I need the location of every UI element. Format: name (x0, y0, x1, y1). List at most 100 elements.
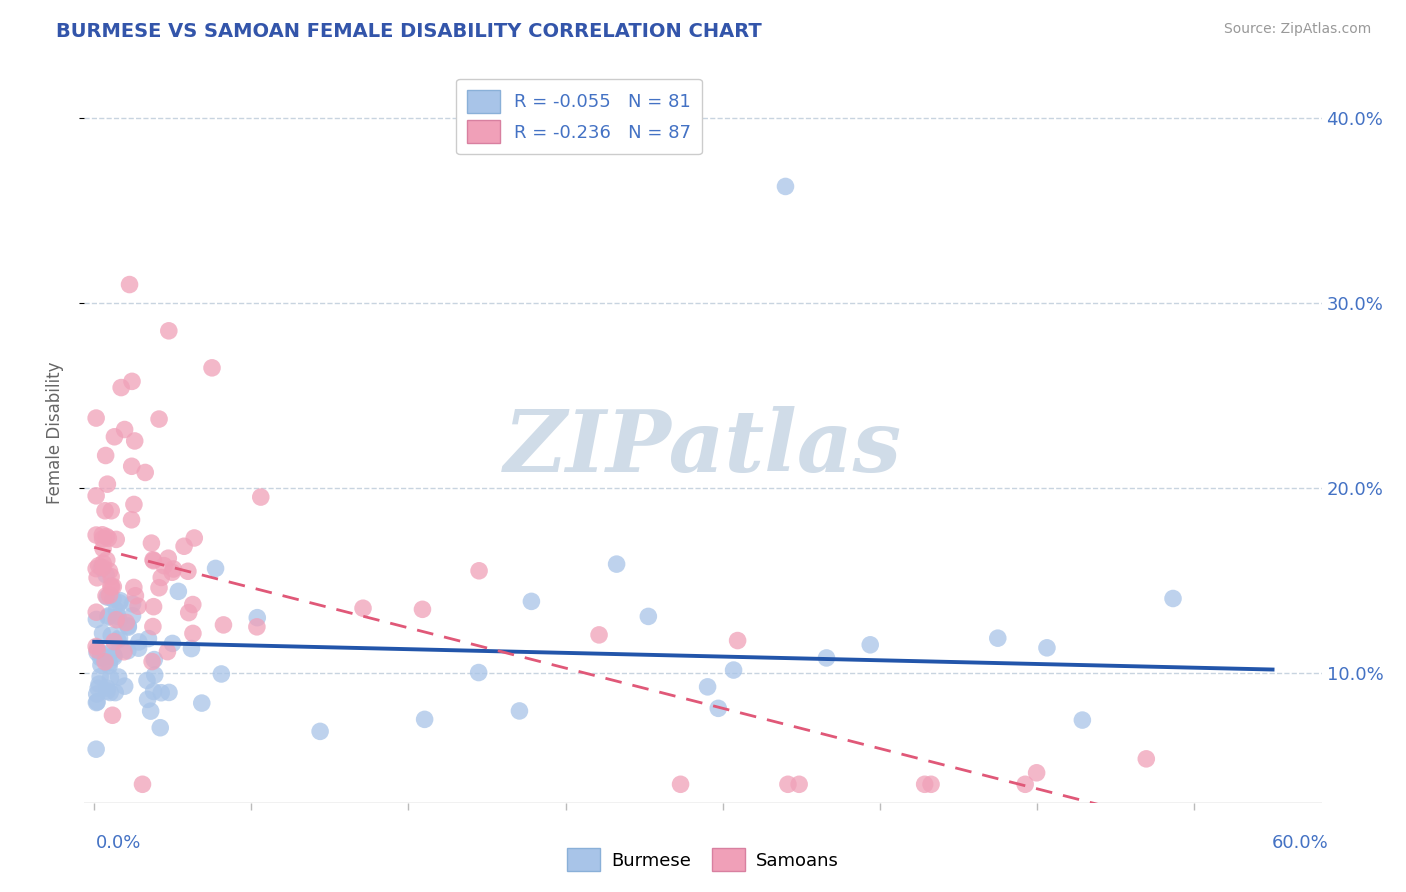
Text: BURMESE VS SAMOAN FEMALE DISABILITY CORRELATION CHART: BURMESE VS SAMOAN FEMALE DISABILITY CORR… (56, 22, 762, 41)
Legend: Burmese, Samoans: Burmese, Samoans (560, 841, 846, 879)
Point (121, 375, 143, 389)
Point (96, 684, 118, 698)
Point (112, 645, 135, 659)
Point (86, 612, 108, 626)
Point (142, 599, 165, 614)
Point (84, 561, 107, 575)
Point (96, 529, 118, 543)
Point (669, 777, 692, 791)
Point (103, 634, 125, 648)
Point (103, 650, 125, 665)
Point (94, 504, 117, 518)
Point (191, 696, 214, 710)
Point (110, 380, 132, 394)
Point (1025, 765, 1047, 780)
Point (156, 645, 179, 659)
Point (142, 684, 165, 698)
Point (177, 564, 200, 578)
Point (91, 650, 114, 665)
Point (98, 685, 121, 699)
Point (122, 581, 145, 595)
Point (142, 553, 165, 567)
Point (131, 777, 153, 791)
Point (100, 645, 122, 659)
Point (1071, 713, 1094, 727)
Point (114, 423, 136, 437)
Point (181, 626, 204, 640)
Point (201, 360, 224, 375)
Point (101, 708, 124, 723)
Point (173, 539, 195, 553)
Point (212, 618, 235, 632)
Legend: R = -0.055   N = 81, R = -0.236   N = 87: R = -0.055 N = 81, R = -0.236 N = 87 (457, 78, 702, 154)
Point (91, 560, 114, 574)
Point (141, 536, 163, 550)
Point (775, 179, 797, 194)
Point (1036, 640, 1059, 655)
Point (103, 430, 125, 444)
Point (98, 671, 121, 685)
Point (606, 557, 628, 571)
Point (84, 605, 107, 619)
Text: 60.0%: 60.0% (1272, 834, 1329, 852)
Point (246, 620, 269, 634)
Point (508, 704, 530, 718)
Point (118, 277, 141, 292)
Point (94, 449, 117, 463)
Point (121, 608, 143, 623)
Point (696, 680, 718, 694)
Point (86, 643, 108, 657)
Point (108, 593, 131, 607)
Point (104, 685, 127, 699)
Point (180, 641, 202, 656)
Point (138, 632, 160, 646)
Point (209, 667, 232, 681)
Point (87, 677, 110, 691)
Point (128, 641, 150, 656)
Point (94, 655, 117, 669)
Point (100, 569, 122, 583)
Point (162, 562, 184, 576)
Point (107, 633, 129, 648)
Point (91, 528, 114, 542)
Point (90, 561, 112, 575)
Point (124, 589, 146, 603)
Point (89, 650, 111, 665)
Point (96, 681, 118, 695)
Point (91, 556, 114, 570)
Point (101, 592, 124, 607)
Point (1014, 777, 1036, 791)
Point (249, 490, 271, 504)
Point (723, 663, 745, 677)
Point (153, 558, 176, 573)
Point (94, 589, 117, 603)
Point (108, 596, 131, 610)
Point (815, 651, 838, 665)
Point (100, 628, 122, 642)
Point (98, 658, 121, 673)
Point (148, 581, 170, 595)
Point (142, 554, 165, 568)
Point (787, 777, 810, 791)
Point (121, 513, 143, 527)
Point (352, 601, 374, 615)
Point (136, 692, 159, 706)
Point (413, 712, 436, 726)
Point (100, 579, 122, 593)
Point (143, 668, 166, 682)
Point (520, 594, 543, 608)
Point (1135, 752, 1157, 766)
Point (121, 597, 143, 611)
Point (98, 656, 121, 670)
Point (987, 631, 1010, 645)
Point (177, 606, 200, 620)
Point (100, 504, 122, 518)
Point (89, 670, 111, 684)
Point (103, 580, 125, 594)
Point (157, 551, 180, 566)
Y-axis label: Female Disability: Female Disability (45, 361, 63, 504)
Point (86, 695, 108, 709)
Point (150, 686, 173, 700)
Point (96, 477, 118, 491)
Point (96, 553, 118, 567)
